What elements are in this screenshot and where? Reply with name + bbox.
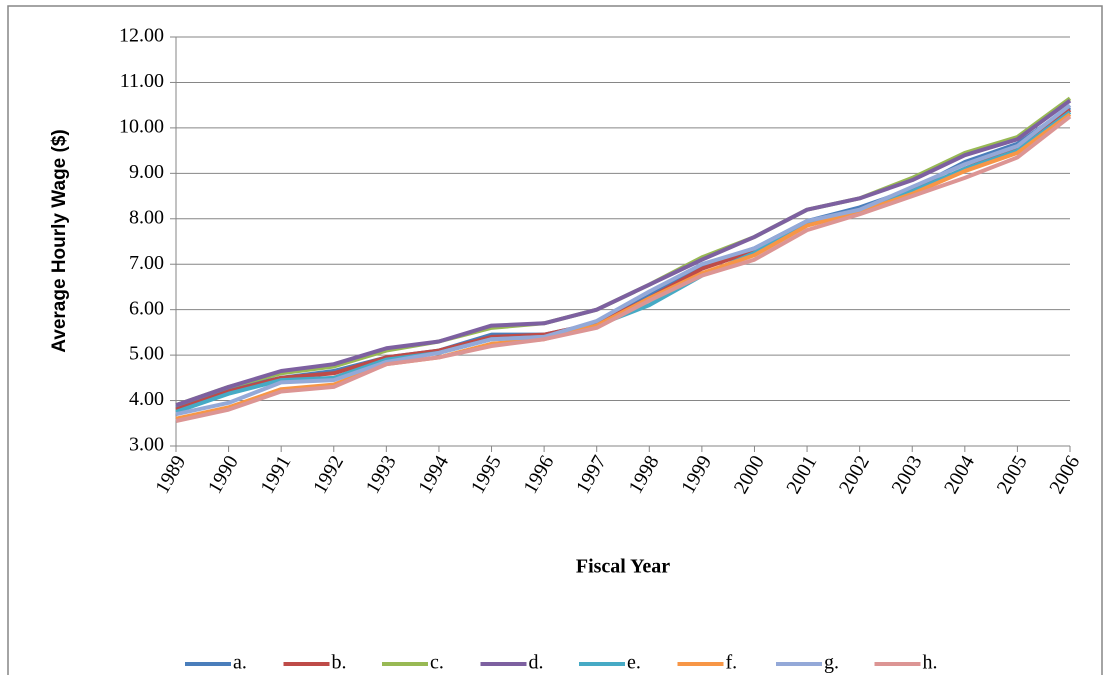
y-tick-label: 5.00 bbox=[129, 343, 164, 365]
legend-label: c. bbox=[430, 652, 444, 674]
legend-label: a. bbox=[233, 652, 247, 674]
y-tick-label: 10.00 bbox=[119, 115, 164, 137]
y-axis-label: Average Hourly Wage ($) bbox=[49, 129, 70, 352]
series-line bbox=[175, 103, 1072, 417]
legend-label: e. bbox=[627, 652, 641, 674]
y-tick-label: 11.00 bbox=[120, 70, 164, 92]
series-line bbox=[175, 112, 1072, 421]
series-line bbox=[175, 114, 1072, 423]
legend-label: d. bbox=[529, 652, 544, 674]
legend-label: h. bbox=[923, 652, 938, 674]
series-line bbox=[175, 99, 1072, 407]
y-tick-label: 8.00 bbox=[129, 206, 164, 228]
y-tick-label: 12.00 bbox=[119, 25, 164, 47]
y-tick-label: 7.00 bbox=[129, 252, 164, 274]
y-tick-label: 9.00 bbox=[129, 161, 164, 183]
legend-label: g. bbox=[824, 652, 839, 674]
y-tick-label: 6.00 bbox=[129, 297, 164, 319]
y-tick-label: 4.00 bbox=[129, 388, 164, 410]
legend-label: f. bbox=[726, 652, 738, 674]
y-tick-label: 3.00 bbox=[129, 434, 164, 456]
x-axis-label: Fiscal Year bbox=[576, 556, 670, 578]
legend-label: b. bbox=[332, 652, 347, 674]
chart-frame bbox=[7, 5, 1103, 675]
